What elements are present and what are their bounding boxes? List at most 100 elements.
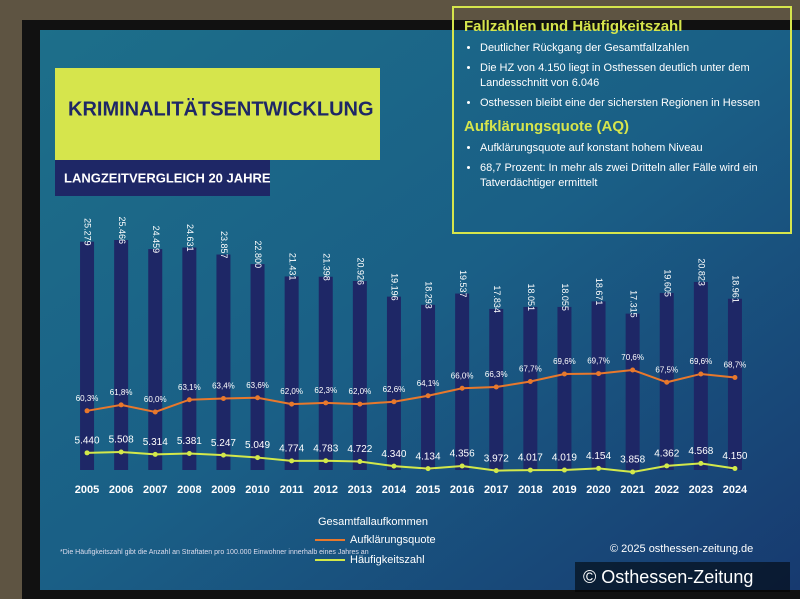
legend-label: Aufklärungsquote: [350, 534, 436, 546]
bar-label: 21.398: [321, 253, 331, 281]
point-label: 3.858: [620, 455, 645, 466]
point: [118, 402, 124, 408]
bar-label: 18.671: [594, 278, 604, 306]
point: [357, 401, 363, 407]
point: [732, 375, 738, 381]
point-label: 5.314: [143, 437, 168, 448]
bar: [523, 306, 538, 470]
point-label: 62,0%: [349, 387, 372, 396]
point-label: 4.154: [586, 451, 611, 462]
point: [561, 371, 567, 377]
bar: [386, 296, 401, 470]
bar: [352, 281, 367, 470]
watermark-bg: [575, 562, 790, 592]
point-label: 4.568: [688, 446, 713, 457]
point: [630, 469, 636, 475]
info-bullet: Die HZ von 4.150 liegt in Osthessen deut…: [480, 61, 780, 90]
point: [186, 397, 192, 403]
point-label: 67,7%: [519, 365, 542, 374]
point: [255, 455, 261, 461]
point-label: 69,6%: [690, 357, 713, 366]
bar-label: 17.315: [628, 290, 638, 318]
bar-label: 24.631: [185, 224, 195, 252]
point: [527, 378, 533, 384]
point-label: 4.362: [654, 449, 679, 460]
point: [289, 401, 295, 407]
bar-label: 22.800: [253, 241, 263, 269]
point: [425, 393, 431, 399]
x-tick-label: 2024: [723, 484, 748, 496]
point: [255, 395, 261, 401]
point: [596, 465, 602, 471]
legend-label: Häufigkeitszahl: [350, 554, 425, 566]
point: [220, 396, 226, 402]
info-box: Fallzahlen und Häufigkeitszahl Deutliche…: [452, 6, 792, 234]
bar: [114, 240, 129, 470]
point-label: 70,6%: [621, 353, 644, 362]
point-label: 62,0%: [280, 387, 303, 396]
point-label: 60,3%: [76, 394, 99, 403]
point: [664, 379, 670, 385]
point: [357, 459, 363, 465]
point-label: 63,4%: [212, 382, 235, 391]
bar: [182, 247, 197, 470]
info-bullet: 68,7 Prozent: In mehr als zwei Dritteln …: [480, 161, 780, 190]
chart-subtitle: LANGZEITVERGLEICH 20 JAHRE: [64, 170, 271, 185]
bar-label: 24.459: [151, 226, 161, 254]
bar-label: 20.823: [696, 258, 706, 286]
bar-label: 18.051: [526, 283, 536, 311]
point-label: 63,1%: [178, 383, 201, 392]
bar: [557, 306, 572, 470]
point: [493, 384, 499, 390]
bar: [148, 249, 163, 470]
point: [630, 367, 636, 373]
subtitle-box: [55, 160, 270, 196]
x-tick-label: 2018: [518, 484, 542, 496]
point: [323, 400, 329, 406]
x-tick-label: 2023: [689, 484, 713, 496]
line: [86, 368, 736, 414]
point: [561, 467, 567, 473]
x-tick-label: 2012: [314, 484, 338, 496]
bar: [625, 313, 640, 470]
x-tick-label: 2009: [211, 484, 235, 496]
x-tick-label: 2015: [416, 484, 440, 496]
point-label: 5.049: [245, 440, 270, 451]
x-tick-label: 2011: [280, 484, 304, 496]
point: [84, 408, 90, 414]
point-label: 4.356: [450, 449, 475, 460]
point-label: 4.340: [381, 449, 406, 460]
point: [186, 451, 192, 457]
point-label: 69,7%: [587, 357, 610, 366]
bar-label: 18.961: [731, 275, 741, 303]
bar-label: 25.279: [83, 218, 93, 246]
x-tick-label: 2005: [75, 484, 99, 496]
info-list: Deutlicher Rückgang der Gesamtfallzahlen…: [464, 41, 780, 110]
point-label: 62,6%: [383, 385, 406, 394]
bar-label: 20.926: [355, 257, 365, 285]
x-tick-label: 2006: [109, 484, 133, 496]
point: [698, 371, 704, 377]
point: [152, 451, 158, 457]
bar: [591, 301, 606, 470]
x-tick-label: 2020: [586, 484, 610, 496]
bar: [455, 293, 470, 470]
point: [732, 465, 738, 471]
bar-label: 19.196: [390, 273, 400, 301]
point: [425, 466, 431, 472]
point: [459, 463, 465, 469]
point-label: 67,5%: [655, 365, 678, 374]
info-heading: Aufklärungsquote (AQ): [464, 118, 629, 136]
point-label: 66,0%: [451, 371, 474, 380]
point: [698, 460, 704, 466]
point-label: 4.774: [279, 444, 304, 455]
point-label: 64,1%: [417, 379, 440, 388]
info-bullet: Aufklärungsquote auf konstant hohem Nive…: [480, 141, 780, 155]
bar-label: 21.431: [287, 253, 297, 281]
bar-label: 18.293: [424, 281, 434, 309]
bar-label: 19.605: [662, 269, 672, 297]
point: [493, 468, 499, 474]
point: [84, 450, 90, 456]
